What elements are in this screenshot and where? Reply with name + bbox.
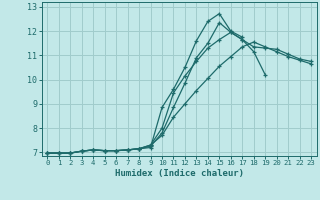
- X-axis label: Humidex (Indice chaleur): Humidex (Indice chaleur): [115, 169, 244, 178]
